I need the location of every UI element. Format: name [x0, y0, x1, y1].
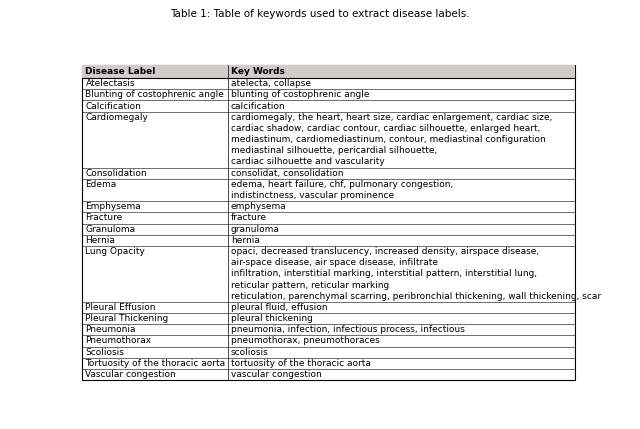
- Text: Pleural Effusion: Pleural Effusion: [86, 303, 156, 312]
- Text: indistinctness, vascular prominence: indistinctness, vascular prominence: [231, 191, 394, 200]
- Text: consolidat, consolidation: consolidat, consolidation: [231, 169, 343, 178]
- Text: opaci, decreased translucency, increased density, airspace disease,: opaci, decreased translucency, increased…: [231, 247, 539, 256]
- Text: vascular congestion: vascular congestion: [231, 370, 321, 379]
- Text: pneumothorax, pneumothoraces: pneumothorax, pneumothoraces: [231, 336, 380, 345]
- Text: Scoliosis: Scoliosis: [86, 347, 124, 356]
- Text: Fracture: Fracture: [86, 213, 123, 222]
- Text: Pneumothorax: Pneumothorax: [86, 336, 152, 345]
- Text: reticular pattern, reticular marking: reticular pattern, reticular marking: [231, 281, 389, 290]
- Text: Cardiomegaly: Cardiomegaly: [86, 113, 148, 122]
- Text: tortuosity of the thoracic aorta: tortuosity of the thoracic aorta: [231, 359, 371, 368]
- Text: Table 1: Table of keywords used to extract disease labels.: Table 1: Table of keywords used to extra…: [170, 9, 470, 19]
- Text: atelecta, collapse: atelecta, collapse: [231, 79, 311, 88]
- Text: Edema: Edema: [86, 180, 116, 189]
- Text: pleural thickening: pleural thickening: [231, 314, 312, 323]
- Text: Tortuosity of the thoracic aorta: Tortuosity of the thoracic aorta: [86, 359, 225, 368]
- Text: air-space disease, air space disease, infiltrate: air-space disease, air space disease, in…: [231, 258, 438, 267]
- Text: mediastinum, cardiomediastinum, contour, mediastinal configuration: mediastinum, cardiomediastinum, contour,…: [231, 135, 545, 144]
- Text: Calcification: Calcification: [86, 102, 141, 111]
- Text: cardiomegaly, the heart, heart size, cardiac enlargement, cardiac size,: cardiomegaly, the heart, heart size, car…: [231, 113, 552, 122]
- Text: fracture: fracture: [231, 213, 267, 222]
- Text: pleural fluid, effusion: pleural fluid, effusion: [231, 303, 327, 312]
- Bar: [83, 65, 575, 78]
- Text: granuloma: granuloma: [231, 225, 280, 234]
- Text: hernia: hernia: [231, 236, 260, 245]
- Text: Granuloma: Granuloma: [86, 225, 136, 234]
- Text: pneumonia, infection, infectious process, infectious: pneumonia, infection, infectious process…: [231, 325, 465, 334]
- Text: scoliosis: scoliosis: [231, 347, 269, 356]
- Text: Hernia: Hernia: [86, 236, 115, 245]
- Text: Key Words: Key Words: [231, 67, 285, 76]
- Text: Vascular congestion: Vascular congestion: [86, 370, 176, 379]
- Text: Emphysema: Emphysema: [86, 202, 141, 211]
- Text: Pneumonia: Pneumonia: [86, 325, 136, 334]
- Text: Atelectasis: Atelectasis: [86, 79, 135, 88]
- Text: mediastinal silhouette, pericardial silhouette,: mediastinal silhouette, pericardial silh…: [231, 146, 437, 155]
- Text: Pleural Thickening: Pleural Thickening: [86, 314, 169, 323]
- Text: reticulation, parenchymal scarring, peribronchial thickening, wall thickening, s: reticulation, parenchymal scarring, peri…: [231, 292, 601, 301]
- Text: blunting of costophrenic angle: blunting of costophrenic angle: [231, 91, 369, 100]
- Text: emphysema: emphysema: [231, 202, 287, 211]
- Text: calcification: calcification: [231, 102, 285, 111]
- Text: cardiac silhouette and vascularity: cardiac silhouette and vascularity: [231, 157, 385, 166]
- Text: infiltration, interstitial marking, interstitial pattern, interstitial lung,: infiltration, interstitial marking, inte…: [231, 269, 537, 278]
- Text: edema, heart failure, chf, pulmonary congestion,: edema, heart failure, chf, pulmonary con…: [231, 180, 453, 189]
- Text: Lung Opacity: Lung Opacity: [86, 247, 145, 256]
- Text: Disease Label: Disease Label: [86, 67, 156, 76]
- Text: Consolidation: Consolidation: [86, 169, 147, 178]
- Text: cardiac shadow, cardiac contour, cardiac silhouette, enlarged heart,: cardiac shadow, cardiac contour, cardiac…: [231, 124, 540, 133]
- Text: Blunting of costophrenic angle: Blunting of costophrenic angle: [86, 91, 225, 100]
